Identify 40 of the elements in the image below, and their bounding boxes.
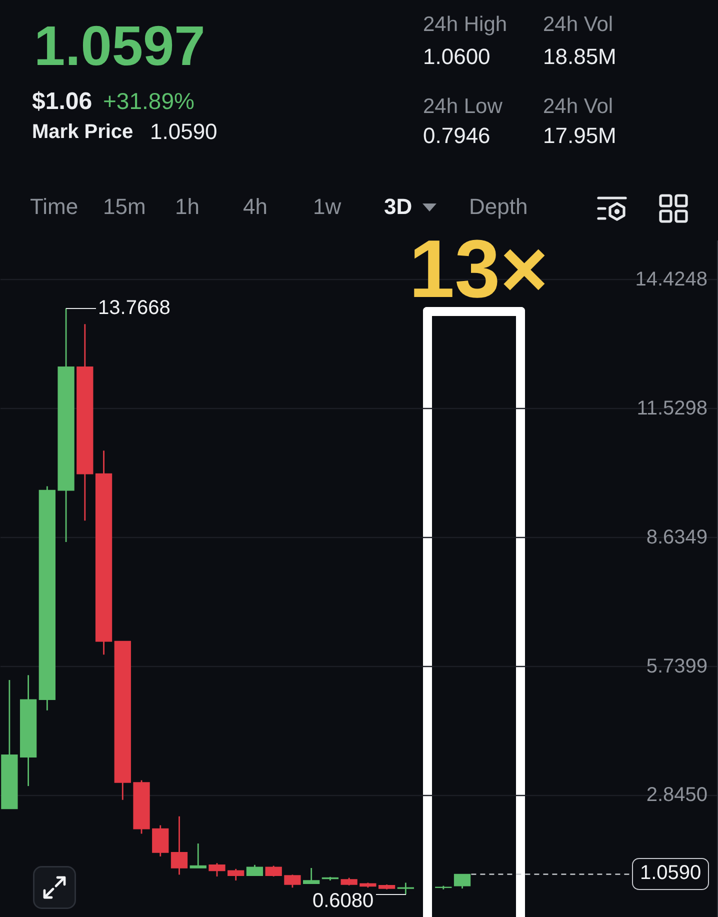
candlestick [454, 874, 471, 890]
candlestick [265, 865, 282, 878]
text: 1w [313, 194, 342, 219]
candlestick [397, 882, 414, 896]
text: Mark Price [32, 121, 134, 143]
y-tick-label: 14.4248 [635, 268, 708, 290]
text: 0.7946 [423, 123, 490, 148]
text: +31.89% [103, 88, 194, 114]
text: 3D [384, 194, 412, 219]
y-tick-label: 8.6349 [646, 526, 708, 548]
candlestick [228, 868, 244, 882]
text: $1.06 [32, 88, 92, 115]
candlestick [208, 862, 226, 878]
text: 1.0600 [423, 44, 490, 69]
candlestick [190, 842, 206, 869]
y-tick-label: 2.8450 [646, 784, 708, 806]
annotation: 0.6080 [312, 890, 374, 912]
candlestick [246, 864, 264, 876]
text: 24h High [423, 13, 508, 36]
candlestick [170, 816, 188, 876]
annotation: 13.7668 [98, 297, 170, 320]
candlestick [284, 874, 301, 888]
text: Depth [469, 194, 528, 219]
text: 24h Vol [543, 95, 614, 118]
candlestick [152, 824, 169, 858]
y-tick-label: 5.7399 [646, 655, 708, 678]
text: Time [30, 194, 78, 219]
text: 4h [243, 194, 268, 219]
annotation: 13× [409, 224, 548, 315]
candlestick [303, 867, 320, 884]
text: 1h [175, 194, 200, 219]
text: 18.85M [543, 44, 616, 69]
text: 1.0590 [150, 119, 218, 144]
text: 24h Low [423, 95, 502, 118]
ref-line-label: 1.0590 [632, 858, 710, 890]
text: 1.0597 [34, 14, 206, 77]
text: 15m [103, 194, 146, 219]
text: 17.95M [543, 123, 616, 148]
y-tick-label: 11.5298 [636, 397, 708, 420]
text: 24h Vol [543, 13, 614, 36]
